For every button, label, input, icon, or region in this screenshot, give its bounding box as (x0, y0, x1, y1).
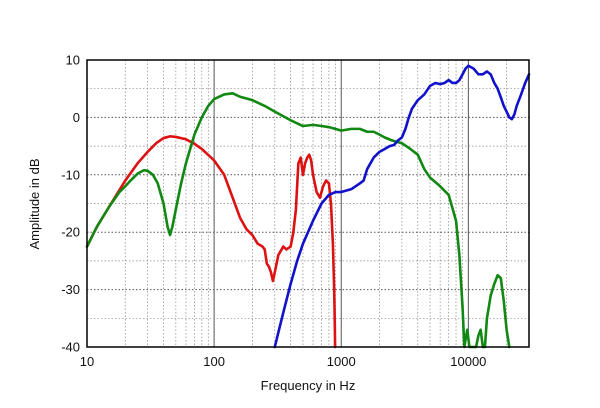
y-tick-label: -10 (61, 167, 80, 182)
y-tick-label: -20 (61, 225, 80, 240)
x-axis-label: Frequency in Hz (261, 378, 356, 393)
series-line-3 (273, 64, 531, 349)
x-tick-label: 10000 (450, 354, 486, 369)
y-tick-label: 0 (73, 110, 80, 125)
y-tick-label: -30 (61, 282, 80, 297)
series-line-2 (85, 91, 511, 349)
x-tick-label: 1000 (327, 354, 356, 369)
x-tick-label: 100 (203, 354, 225, 369)
series-line-1 (85, 135, 337, 349)
series-group (85, 64, 531, 349)
plot-frame (86, 59, 530, 348)
y-axis-label: Amplitude in dB (27, 158, 42, 249)
x-tick-label: 10 (80, 354, 94, 369)
y-tick-label: 10 (66, 53, 80, 68)
y-tick-label: -40 (61, 340, 80, 355)
